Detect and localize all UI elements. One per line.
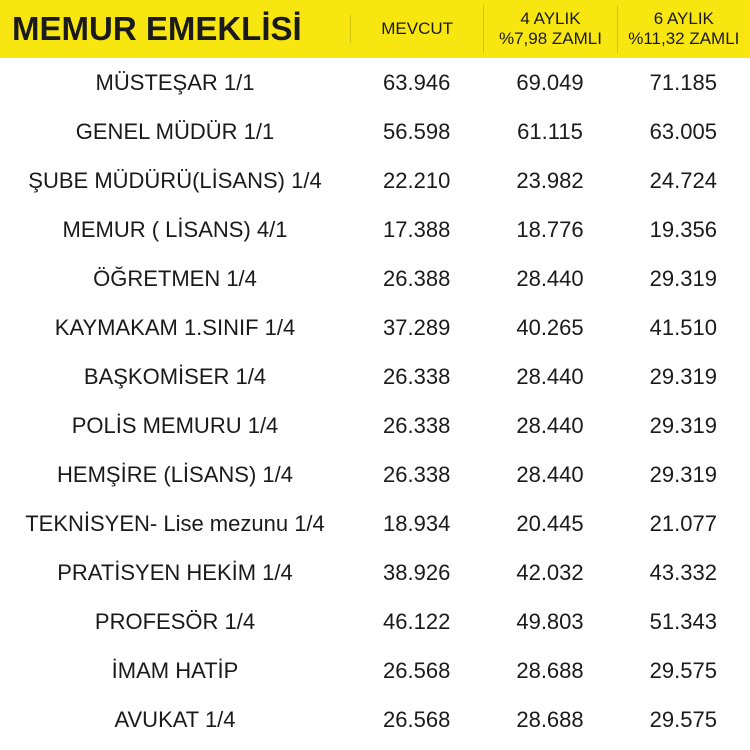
table-row: ÖĞRETMEN 1/426.38828.44029.319	[0, 254, 750, 303]
row-value: 29.319	[617, 266, 750, 292]
row-value: 42.032	[483, 560, 616, 586]
row-value: 26.338	[350, 364, 483, 390]
row-value: 26.338	[350, 413, 483, 439]
table-row: PRATİSYEN HEKİM 1/438.92642.03243.332	[0, 548, 750, 597]
row-label: İMAM HATİP	[0, 658, 350, 684]
row-label: KAYMAKAM 1.SINIF 1/4	[0, 315, 350, 341]
row-label: MEMUR ( LİSANS) 4/1	[0, 217, 350, 243]
row-value: 71.185	[617, 70, 750, 96]
row-value: 28.688	[483, 707, 616, 733]
row-label: HEMŞİRE (LİSANS) 1/4	[0, 462, 350, 488]
table-row: MÜSTEŞAR 1/163.94669.04971.185	[0, 58, 750, 107]
row-value: 28.688	[483, 658, 616, 684]
row-value: 21.077	[617, 511, 750, 537]
row-value: 29.319	[617, 364, 750, 390]
row-value: 69.049	[483, 70, 616, 96]
table-row: TEKNİSYEN- Lise mezunu 1/418.93420.44521…	[0, 499, 750, 548]
row-value: 28.440	[483, 266, 616, 292]
col-header-line1: MEVCUT	[381, 19, 453, 38]
table-row: GENEL MÜDÜR 1/156.59861.11563.005	[0, 107, 750, 156]
table-row: AVUKAT 1/426.56828.68829.575	[0, 695, 750, 744]
row-value: 26.568	[350, 658, 483, 684]
col-header-current: MEVCUT	[350, 15, 483, 43]
table-body: MÜSTEŞAR 1/163.94669.04971.185GENEL MÜDÜ…	[0, 58, 750, 744]
page-title: MEMUR EMEKLİSİ	[0, 10, 350, 48]
row-value: 43.332	[617, 560, 750, 586]
row-value: 17.388	[350, 217, 483, 243]
row-value: 38.926	[350, 560, 483, 586]
row-value: 56.598	[350, 119, 483, 145]
table-row: MEMUR ( LİSANS) 4/117.38818.77619.356	[0, 205, 750, 254]
col-header-line1: 6 AYLIK	[654, 9, 714, 28]
col-header-line2: %7,98 ZAMLI	[484, 29, 616, 49]
table-row: ŞUBE MÜDÜRÜ(LİSANS) 1/422.21023.98224.72…	[0, 156, 750, 205]
row-label: TEKNİSYEN- Lise mezunu 1/4	[0, 511, 350, 537]
row-value: 61.115	[483, 119, 616, 145]
row-value: 26.338	[350, 462, 483, 488]
table-row: HEMŞİRE (LİSANS) 1/426.33828.44029.319	[0, 450, 750, 499]
col-header-6month: 6 AYLIK %11,32 ZAMLI	[617, 5, 750, 52]
row-value: 49.803	[483, 609, 616, 635]
table-row: İMAM HATİP26.56828.68829.575	[0, 646, 750, 695]
row-label: AVUKAT 1/4	[0, 707, 350, 733]
row-value: 29.319	[617, 462, 750, 488]
table-row: POLİS MEMURU 1/426.33828.44029.319	[0, 401, 750, 450]
row-value: 28.440	[483, 413, 616, 439]
row-label: PRATİSYEN HEKİM 1/4	[0, 560, 350, 586]
row-value: 46.122	[350, 609, 483, 635]
row-value: 40.265	[483, 315, 616, 341]
col-header-line1: 4 AYLIK	[520, 9, 580, 28]
row-label: POLİS MEMURU 1/4	[0, 413, 350, 439]
row-value: 51.343	[617, 609, 750, 635]
table-row: KAYMAKAM 1.SINIF 1/437.28940.26541.510	[0, 303, 750, 352]
row-label: PROFESÖR 1/4	[0, 609, 350, 635]
row-value: 20.445	[483, 511, 616, 537]
table-header: MEMUR EMEKLİSİ MEVCUT 4 AYLIK %7,98 ZAML…	[0, 0, 750, 58]
row-value: 24.724	[617, 168, 750, 194]
table-row: BAŞKOMİSER 1/426.33828.44029.319	[0, 352, 750, 401]
row-label: MÜSTEŞAR 1/1	[0, 70, 350, 96]
row-label: ÖĞRETMEN 1/4	[0, 266, 350, 292]
row-value: 63.946	[350, 70, 483, 96]
row-value: 26.388	[350, 266, 483, 292]
row-value: 29.575	[617, 707, 750, 733]
row-value: 37.289	[350, 315, 483, 341]
row-value: 22.210	[350, 168, 483, 194]
row-label: GENEL MÜDÜR 1/1	[0, 119, 350, 145]
row-value: 63.005	[617, 119, 750, 145]
row-value: 19.356	[617, 217, 750, 243]
col-header-4month: 4 AYLIK %7,98 ZAMLI	[483, 5, 616, 52]
row-value: 28.440	[483, 462, 616, 488]
row-value: 29.575	[617, 658, 750, 684]
col-header-line2: %11,32 ZAMLI	[618, 29, 750, 49]
row-value: 26.568	[350, 707, 483, 733]
row-value: 41.510	[617, 315, 750, 341]
row-value: 18.776	[483, 217, 616, 243]
row-label: ŞUBE MÜDÜRÜ(LİSANS) 1/4	[0, 168, 350, 194]
row-value: 23.982	[483, 168, 616, 194]
table-row: PROFESÖR 1/446.12249.80351.343	[0, 597, 750, 646]
row-value: 18.934	[350, 511, 483, 537]
row-value: 28.440	[483, 364, 616, 390]
row-label: BAŞKOMİSER 1/4	[0, 364, 350, 390]
row-value: 29.319	[617, 413, 750, 439]
